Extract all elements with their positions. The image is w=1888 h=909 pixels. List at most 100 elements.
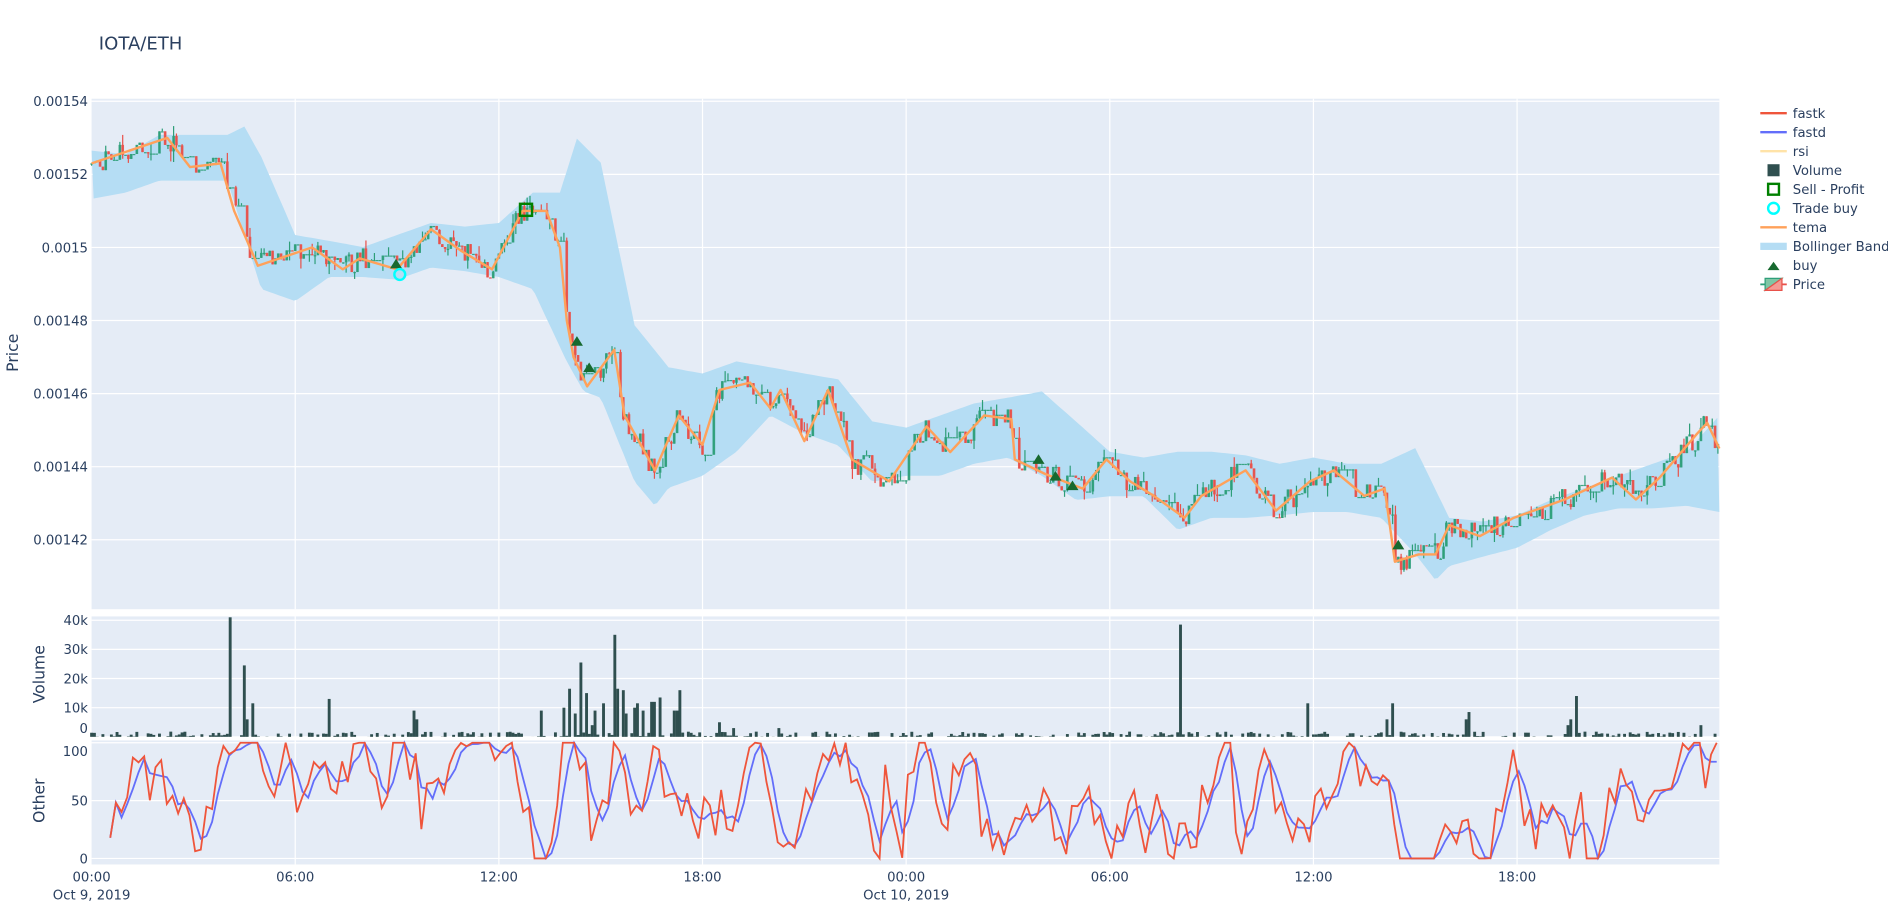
candle-body	[474, 253, 478, 256]
volume-bar	[228, 617, 232, 737]
candle-body	[1071, 475, 1075, 477]
candle-body	[160, 131, 164, 133]
candle-body	[265, 252, 269, 257]
bollinger-band	[91, 126, 1720, 579]
volume-bar	[870, 732, 874, 737]
open-square-icon	[1766, 182, 1781, 196]
volume-bar	[183, 731, 187, 737]
candle-body	[1589, 491, 1592, 493]
volume-bar	[1215, 732, 1219, 737]
candle-body	[839, 411, 843, 421]
volume-bar	[1348, 733, 1352, 737]
price-axis-title: Price	[3, 334, 22, 372]
legend-item-fastd[interactable]: fastd	[1760, 126, 1826, 141]
candle-down-icon	[1763, 277, 1783, 292]
legend-item-tema[interactable]: tema	[1760, 221, 1827, 236]
volume-bar	[1374, 735, 1378, 737]
volume-bar	[211, 733, 215, 737]
candle-body	[1182, 517, 1185, 522]
volume-bar	[480, 733, 484, 737]
candle-body	[1498, 534, 1502, 537]
candle-body	[1634, 490, 1638, 494]
legend-label: buy	[1793, 259, 1818, 274]
volume-bar	[466, 733, 470, 737]
candle-body	[1340, 469, 1344, 471]
candle-body	[194, 156, 198, 173]
volume-bar	[214, 735, 218, 737]
legend-item-volume[interactable]: Volume	[1767, 164, 1843, 179]
candle-body	[387, 255, 390, 257]
price-y-tick-label: 0.00142	[33, 534, 88, 549]
candle-body	[995, 414, 998, 427]
legend-item-fastk[interactable]: fastk	[1760, 107, 1826, 122]
candle-body	[1510, 525, 1513, 528]
candle-body	[336, 258, 339, 260]
candle-body	[305, 254, 308, 256]
candle-body	[1368, 484, 1372, 498]
volume-y-tick-label: 0	[80, 722, 88, 737]
volume-bar	[1111, 733, 1115, 737]
tema-line	[91, 136, 1721, 563]
candle-body	[443, 247, 447, 249]
candle-body	[593, 367, 597, 374]
volume-bar	[1000, 733, 1004, 737]
candle-body	[1447, 522, 1451, 524]
legend-item-buy[interactable]: buy	[1767, 259, 1818, 274]
legend-item-bollinger-band[interactable]: Bollinger Band	[1760, 240, 1888, 255]
candle-body	[234, 187, 238, 206]
candle-body	[1532, 516, 1536, 518]
x-tick-label: 12:00	[480, 870, 518, 885]
volume-bar	[511, 732, 515, 737]
candle-body	[1032, 460, 1035, 463]
candle-body	[432, 225, 436, 228]
volume-bar	[109, 734, 113, 737]
volume-bar	[1461, 734, 1465, 737]
candle-body	[1187, 505, 1191, 525]
legend-label: tema	[1793, 221, 1827, 236]
candle-body	[1244, 463, 1247, 466]
candle-body	[1626, 480, 1629, 485]
candle-body	[559, 240, 563, 242]
candle-body	[477, 255, 481, 264]
volume-bar	[1648, 734, 1652, 737]
square-icon	[1767, 164, 1780, 177]
candle-body	[576, 355, 580, 362]
legend-item-price[interactable]: Price	[1760, 277, 1825, 293]
candle-body	[237, 205, 240, 207]
candle-body	[955, 437, 959, 439]
candle-body	[1558, 497, 1561, 499]
legend-item-trade-buy[interactable]: Trade buy	[1766, 201, 1858, 217]
legend-item-rsi[interactable]: rsi	[1760, 145, 1809, 160]
legend-item-sell-profit[interactable]: Sell - Profit	[1766, 182, 1864, 198]
candle-body	[381, 255, 385, 261]
candle-body	[998, 414, 1001, 416]
volume-bar	[208, 735, 212, 737]
volume-bar	[686, 731, 690, 737]
volume-bar	[1651, 733, 1655, 737]
volume-panel[interactable]	[91, 616, 1720, 737]
x-tick-label: 00:00	[73, 870, 111, 885]
volume-bar	[1368, 735, 1372, 737]
candle-body	[967, 439, 970, 443]
volume-bar	[596, 734, 600, 737]
candle-body	[571, 333, 574, 343]
candle-body	[879, 477, 883, 487]
candle-body	[1043, 466, 1047, 469]
volume-bar	[1416, 735, 1420, 737]
volume-bar	[621, 690, 625, 737]
volume-bar	[814, 731, 818, 737]
volume-bar	[746, 736, 750, 737]
volume-bar	[930, 732, 934, 737]
legend-label: rsi	[1793, 145, 1809, 160]
volume-bar	[1162, 733, 1165, 737]
candle-body	[1201, 487, 1205, 495]
candle-body	[916, 433, 919, 436]
volume-bar	[1125, 734, 1129, 737]
candle-body	[1215, 494, 1219, 497]
volume-bar	[1153, 734, 1157, 737]
candle-body	[947, 437, 950, 439]
candle-body	[1631, 480, 1635, 494]
volume-bar	[118, 734, 122, 737]
candle-body	[440, 244, 444, 248]
candle-body	[446, 248, 450, 251]
